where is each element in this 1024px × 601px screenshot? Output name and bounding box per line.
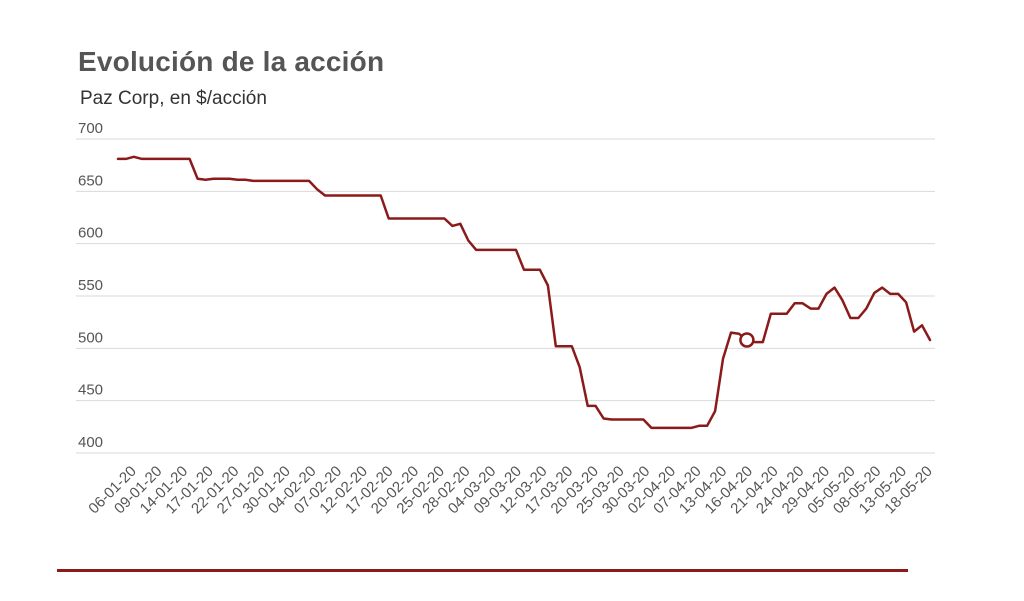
y-tick-label: 400 <box>78 434 103 451</box>
series-line <box>116 155 932 430</box>
y-tick-label: 600 <box>78 225 103 242</box>
chart-subtitle: Paz Corp, en $/acción <box>80 88 267 109</box>
y-tick-label: 500 <box>78 329 103 346</box>
chart-title: Evolución de la acción <box>78 46 385 77</box>
bottom-rule <box>57 569 908 572</box>
highlight-point <box>739 332 755 348</box>
y-tick-label: 450 <box>78 382 103 399</box>
y-tick-label: 700 <box>78 120 103 137</box>
y-tick-label: 650 <box>78 172 103 189</box>
y-tick-label: 550 <box>78 277 103 294</box>
